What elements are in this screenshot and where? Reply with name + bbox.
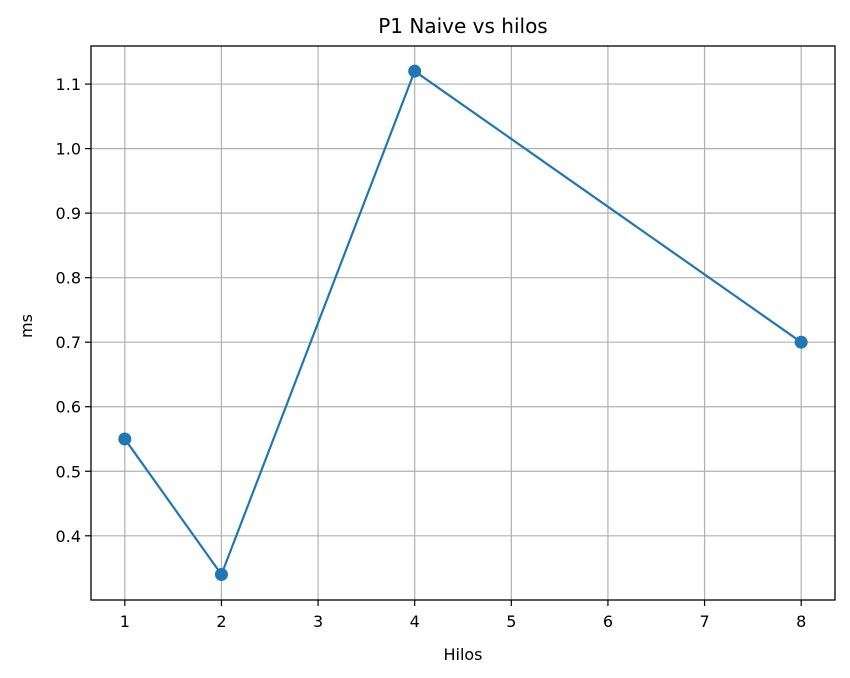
x-axis-label: Hilos xyxy=(443,645,482,664)
axis-ticks: 1 2 3 4 5 6 7 8 0.4 0.5 0.6 0.7 0.8 0.9 1.0 1.1 xyxy=(56,75,807,631)
x-tick-label: 1 xyxy=(120,612,130,631)
y-tick-label: 0.4 xyxy=(56,527,81,546)
y-tick-label: 0.8 xyxy=(56,269,81,288)
grid xyxy=(91,46,835,600)
y-tick-label: 0.7 xyxy=(56,333,81,352)
y-tick-label: 0.6 xyxy=(56,398,81,417)
data-point xyxy=(408,64,422,78)
x-tick-label: 6 xyxy=(603,612,613,631)
y-axis-label: ms xyxy=(17,314,36,338)
plot-frame xyxy=(90,45,836,601)
y-tick-label: 0.5 xyxy=(56,462,81,481)
x-tick-label: 5 xyxy=(506,612,516,631)
x-tick-label: 8 xyxy=(796,612,806,631)
y-tick-label: 1.0 xyxy=(56,140,81,159)
chart-title: P1 Naive vs hilos xyxy=(378,14,547,38)
y-tick-label: 1.1 xyxy=(56,75,81,94)
data-point xyxy=(214,568,228,582)
data-point xyxy=(794,335,808,349)
x-tick-label: 3 xyxy=(313,612,323,631)
data-point xyxy=(118,432,132,446)
x-tick-label: 7 xyxy=(699,612,709,631)
x-tick-label: 2 xyxy=(216,612,226,631)
x-tick-label: 4 xyxy=(410,612,420,631)
series-line xyxy=(123,70,802,576)
y-tick-label: 0.9 xyxy=(56,204,81,223)
data-series xyxy=(118,64,808,582)
